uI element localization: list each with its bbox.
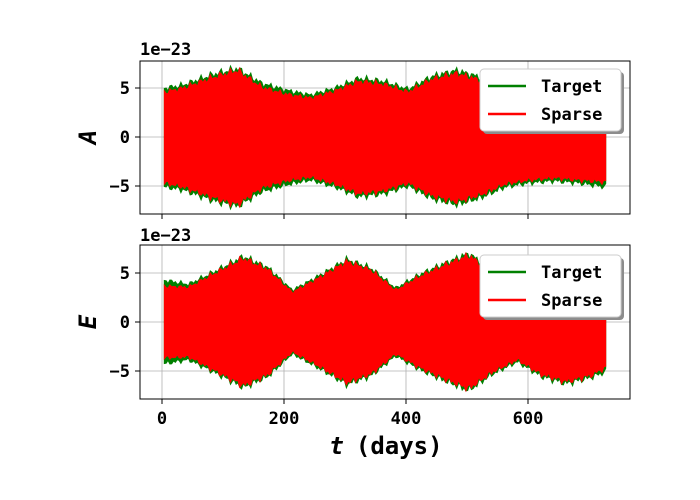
x-axis-label-unit: (days) [356,432,443,460]
panel-e-ylabel: E [74,314,102,329]
panel-e-offset-text: 1e−23 [140,226,191,246]
panel-a-ytick-label-5: 5 [120,79,130,99]
panel-a-legend-sparse-label: Sparse [541,105,602,125]
panel-a-ylabel: A [74,130,102,146]
panel-e-legend-box [479,254,622,318]
panel-a-legend-box [479,68,622,132]
x-axis-label-variable: t [329,432,343,460]
xtick-label-200: 200 [269,409,300,429]
panel-a-ytick-label-0: 0 [120,128,130,148]
panel-e-legend-target-label: Target [541,263,602,283]
panel-e-legend-sparse-label: Sparse [541,291,602,311]
panel-a-ytick-label-neg5: −5 [110,177,130,197]
panel-a-legend-target-label: Target [541,77,602,97]
xtick-label-600: 600 [513,409,544,429]
panel-e-legend: Target Sparse [479,254,624,320]
panel-e-ytick-label-neg5: −5 [110,362,130,382]
panel-a-legend: Target Sparse [479,68,624,134]
panel-e-ytick-label-5: 5 [120,264,130,284]
panel-e: 5 0 −5 0 200 400 600 1e−23 E Target Spar… [74,226,631,429]
xtick-label-400: 400 [391,409,422,429]
x-axis-label: t (days) [329,432,442,460]
panel-e-ytick-label-0: 0 [120,313,130,333]
xtick-label-0: 0 [157,409,167,429]
panel-a: 5 0 −5 1e−23 A Target Sparse [74,40,631,219]
panel-a-offset-text: 1e−23 [140,40,191,60]
